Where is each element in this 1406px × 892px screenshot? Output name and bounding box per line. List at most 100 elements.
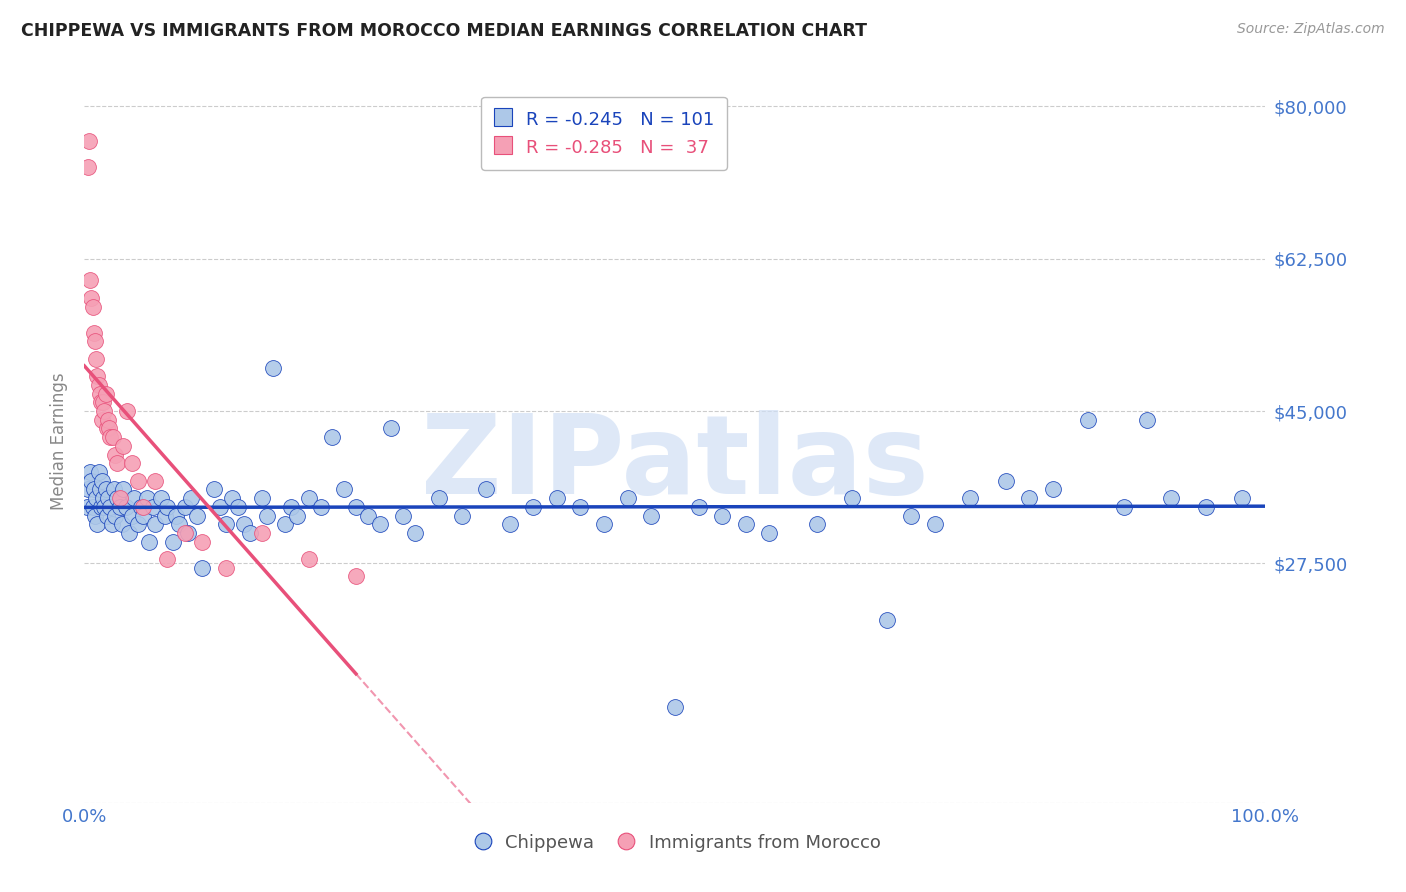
Point — [274, 517, 297, 532]
Point — [143, 517, 166, 532]
Point — [344, 569, 367, 583]
Point — [101, 430, 124, 444]
Point — [392, 508, 415, 523]
Point — [93, 404, 115, 418]
Point — [1077, 413, 1099, 427]
Point — [156, 552, 179, 566]
Point — [280, 500, 302, 514]
Point — [114, 500, 136, 514]
Point — [127, 474, 149, 488]
Point — [97, 491, 120, 505]
Point — [129, 500, 152, 514]
Point — [82, 300, 104, 314]
Point — [108, 500, 131, 514]
Point — [91, 491, 114, 505]
Point — [98, 500, 121, 514]
Point — [1160, 491, 1182, 505]
Point — [84, 508, 107, 523]
Point — [734, 517, 756, 532]
Point — [357, 508, 380, 523]
Point — [127, 517, 149, 532]
Point — [90, 395, 112, 409]
Point — [959, 491, 981, 505]
Point — [79, 465, 101, 479]
Point — [76, 500, 98, 514]
Point — [806, 517, 828, 532]
Point — [321, 430, 343, 444]
Point — [186, 508, 208, 523]
Point — [344, 500, 367, 514]
Point — [97, 413, 120, 427]
Point — [368, 517, 391, 532]
Point — [94, 483, 117, 497]
Point — [593, 517, 616, 532]
Point — [87, 378, 110, 392]
Point — [202, 483, 225, 497]
Point — [711, 508, 734, 523]
Point — [108, 491, 131, 505]
Point — [83, 326, 105, 340]
Point — [232, 517, 254, 532]
Point — [522, 500, 544, 514]
Point — [89, 483, 111, 497]
Point — [1042, 483, 1064, 497]
Point — [167, 517, 190, 532]
Point — [191, 561, 214, 575]
Point — [546, 491, 568, 505]
Point — [380, 421, 402, 435]
Point — [173, 525, 195, 540]
Point — [1195, 500, 1218, 514]
Point — [664, 700, 686, 714]
Point — [1230, 491, 1253, 505]
Point — [215, 561, 238, 575]
Point — [87, 465, 110, 479]
Point — [96, 421, 118, 435]
Point — [103, 483, 125, 497]
Point — [404, 525, 426, 540]
Point — [841, 491, 863, 505]
Point — [121, 508, 143, 523]
Point — [616, 491, 638, 505]
Point — [166, 508, 188, 523]
Point — [569, 500, 592, 514]
Point — [98, 430, 121, 444]
Point — [876, 613, 898, 627]
Point — [215, 517, 238, 532]
Text: ZIPatlas: ZIPatlas — [420, 409, 929, 516]
Point — [177, 525, 200, 540]
Point — [107, 456, 129, 470]
Point — [132, 500, 155, 514]
Text: CHIPPEWA VS IMMIGRANTS FROM MOROCCO MEDIAN EARNINGS CORRELATION CHART: CHIPPEWA VS IMMIGRANTS FROM MOROCCO MEDI… — [21, 22, 868, 40]
Point — [115, 404, 138, 418]
Point — [688, 500, 710, 514]
Point — [91, 474, 114, 488]
Point — [475, 483, 498, 497]
Point — [180, 491, 202, 505]
Y-axis label: Median Earnings: Median Earnings — [51, 373, 69, 510]
Point — [173, 500, 195, 514]
Point — [79, 273, 101, 287]
Point — [112, 483, 135, 497]
Point — [262, 360, 284, 375]
Point — [138, 534, 160, 549]
Point — [226, 500, 249, 514]
Point — [1136, 413, 1159, 427]
Point — [104, 448, 127, 462]
Point — [107, 491, 129, 505]
Point — [250, 525, 273, 540]
Point — [84, 334, 107, 349]
Point — [83, 483, 105, 497]
Point — [150, 491, 173, 505]
Point — [498, 517, 520, 532]
Point — [994, 474, 1017, 488]
Point — [136, 491, 159, 505]
Point — [91, 395, 114, 409]
Point — [80, 291, 103, 305]
Point — [93, 500, 115, 514]
Point — [77, 483, 100, 497]
Point — [153, 508, 176, 523]
Point — [132, 508, 155, 523]
Point — [142, 500, 165, 514]
Point — [285, 508, 308, 523]
Legend: Chippewa, Immigrants from Morocco: Chippewa, Immigrants from Morocco — [463, 826, 887, 859]
